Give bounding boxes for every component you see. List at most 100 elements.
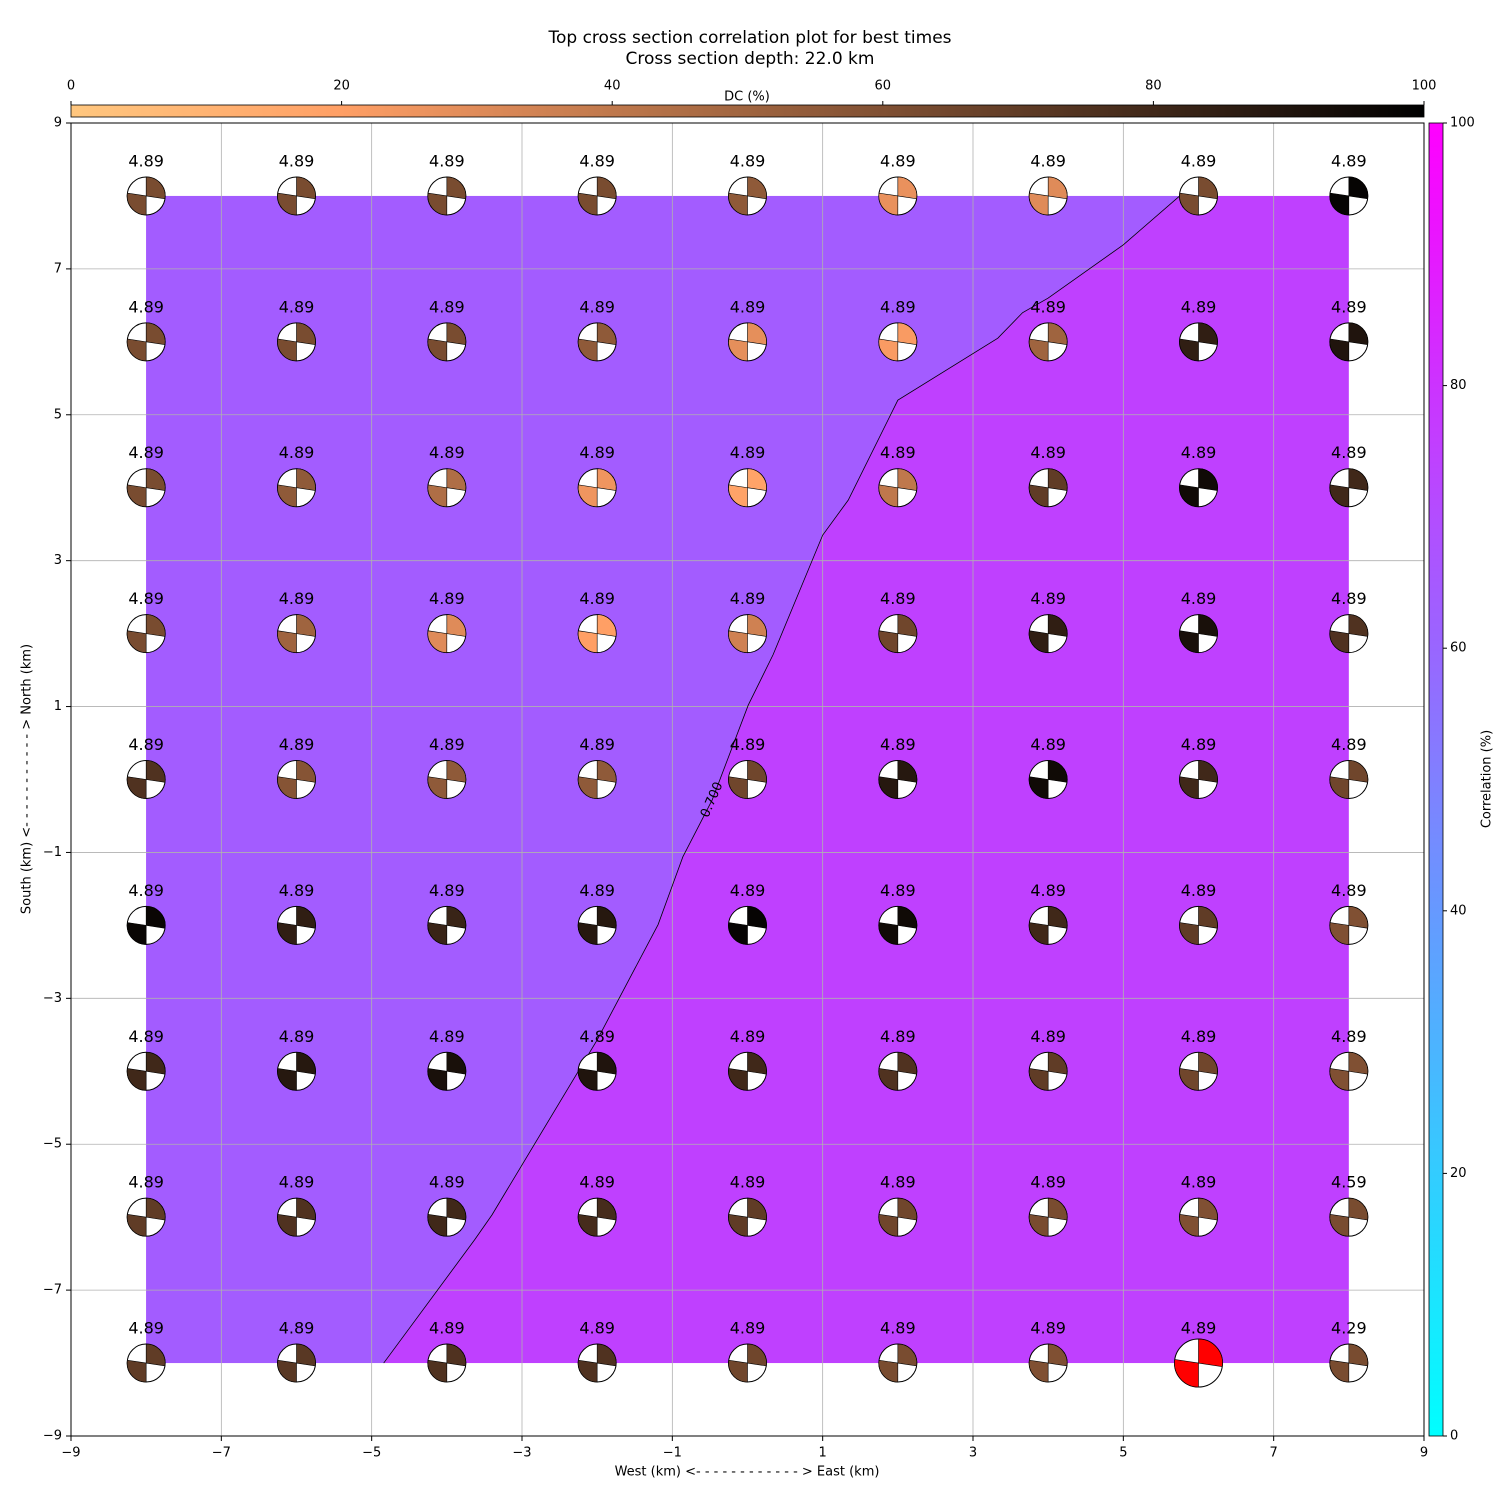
beachball-quadrant: [897, 468, 918, 491]
y-tick-label: −7: [43, 1283, 62, 1298]
beachball-quadrant: [1329, 922, 1350, 945]
y-tick-label: −1: [43, 845, 62, 860]
magnitude-label: 4.89: [579, 589, 615, 608]
beachball-quadrant: [126, 1068, 147, 1091]
beachball-quadrant: [1028, 1359, 1049, 1383]
magnitude-label: 4.89: [1030, 297, 1066, 316]
beachball-quadrant: [1179, 192, 1199, 216]
magnitude-label: 4.89: [1181, 589, 1217, 608]
beachball-quadrant: [277, 1213, 297, 1237]
beachball: [277, 322, 316, 362]
beachball: [1179, 905, 1218, 945]
magnitude-label: 4.89: [429, 735, 465, 754]
beachball-quadrant: [1348, 468, 1369, 491]
beachball-quadrant: [728, 1213, 748, 1237]
beachball: [1174, 1338, 1223, 1388]
beachball: [1329, 1051, 1369, 1091]
beachball: [1028, 176, 1068, 216]
beachball-quadrant: [1028, 1213, 1049, 1237]
beachball-quadrant: [427, 484, 448, 508]
beachball-quadrant: [296, 176, 316, 200]
beachball-quadrant: [897, 906, 918, 929]
beachball-quadrant: [446, 468, 467, 491]
magnitude-label: 4.89: [279, 443, 315, 462]
magnitude-label: 4.89: [579, 297, 615, 316]
magnitude-label: 4.89: [1030, 735, 1066, 754]
beachball: [126, 1051, 166, 1091]
dc-colorbar: [70, 104, 1425, 118]
beachball-quadrant: [596, 1343, 617, 1367]
beachball-quadrant: [296, 760, 316, 783]
beachball-quadrant: [1198, 906, 1218, 929]
dc-colorbar-tick-label: 40: [604, 79, 621, 94]
beachball-quadrant: [596, 906, 617, 929]
magnitude-label: 4.89: [1181, 1173, 1217, 1192]
beachball-quadrant: [446, 906, 467, 929]
magnitude-label: 4.89: [128, 1173, 164, 1192]
beachball: [1028, 614, 1068, 654]
magnitude-label: 4.89: [429, 1173, 465, 1192]
beachball-quadrant: [446, 760, 467, 783]
magnitude-label: 4.89: [1331, 151, 1367, 170]
beachball-quadrant: [1179, 338, 1199, 362]
beachball-quadrant: [126, 338, 147, 362]
beachball-quadrant: [145, 176, 166, 200]
beachball-quadrant: [1179, 776, 1199, 799]
magnitude-label: 4.89: [1030, 589, 1066, 608]
magnitude-label: 4.89: [880, 1027, 916, 1046]
beachball: [728, 1051, 767, 1091]
magnitude-label: 4.59: [1331, 1173, 1367, 1192]
y-tick-label: −5: [43, 1137, 62, 1152]
magnitude-label: 4.89: [128, 881, 164, 900]
magnitude-label: 4.89: [730, 443, 766, 462]
beachball-quadrant: [1179, 922, 1199, 945]
beachball-quadrant: [577, 776, 598, 799]
x-axis-label: West (km) <- - - - - - - - - - - - > Eas…: [615, 1465, 880, 1480]
beachball: [1179, 176, 1218, 216]
beachball-quadrant: [277, 484, 297, 508]
beachball-quadrant: [1198, 1197, 1218, 1221]
magnitude-label: 4.89: [128, 151, 164, 170]
beachball-quadrant: [427, 630, 448, 653]
beachball-quadrant: [897, 760, 918, 783]
chart-title: Top cross section correlation plot for b…: [547, 28, 951, 48]
magnitude-label: 4.89: [579, 151, 615, 170]
dc-colorbar-tick-label: 20: [333, 79, 350, 94]
beachball-quadrant: [1198, 322, 1218, 346]
magnitude-label: 4.89: [279, 1319, 315, 1338]
beachball-quadrant: [1179, 484, 1199, 508]
magnitude-label: 4.89: [880, 297, 916, 316]
beachball: [126, 1197, 166, 1237]
beachball-quadrant: [596, 1197, 617, 1221]
y-tick-label: 1: [54, 699, 62, 714]
beachball: [1179, 614, 1218, 654]
corr-colorbar-tick-label: 60: [1450, 641, 1467, 656]
y-tick-label: 7: [54, 261, 62, 276]
magnitude-label: 4.89: [1030, 881, 1066, 900]
beachball-quadrant: [596, 614, 617, 637]
beachball-quadrant: [1348, 760, 1369, 783]
beachball: [1329, 1197, 1369, 1237]
magnitude-label: 4.89: [880, 589, 916, 608]
beachball-quadrant: [126, 922, 147, 945]
beachball-quadrant: [897, 614, 918, 637]
beachball: [126, 1343, 166, 1383]
x-tick-label: 1: [819, 1446, 827, 1461]
dc-colorbar-label: DC (%): [724, 90, 770, 105]
beachball-quadrant: [878, 630, 899, 653]
beachball-quadrant: [126, 776, 147, 799]
beachball: [577, 905, 617, 945]
beachball-quadrant: [897, 1197, 918, 1221]
dc-colorbar-tick-label: 60: [875, 79, 892, 94]
beachball-quadrant: [728, 922, 748, 945]
beachball-quadrant: [747, 176, 767, 200]
magnitude-label: 4.89: [279, 297, 315, 316]
corr-colorbar: [1428, 122, 1444, 1437]
beachball-quadrant: [747, 1197, 767, 1221]
dc-colorbar-tick-label: 80: [1145, 79, 1162, 94]
beachball: [1179, 322, 1218, 362]
magnitude-label: 4.89: [279, 881, 315, 900]
beachball-quadrant: [296, 1197, 316, 1221]
beachball-quadrant: [878, 484, 899, 508]
beachball-quadrant: [296, 468, 316, 491]
